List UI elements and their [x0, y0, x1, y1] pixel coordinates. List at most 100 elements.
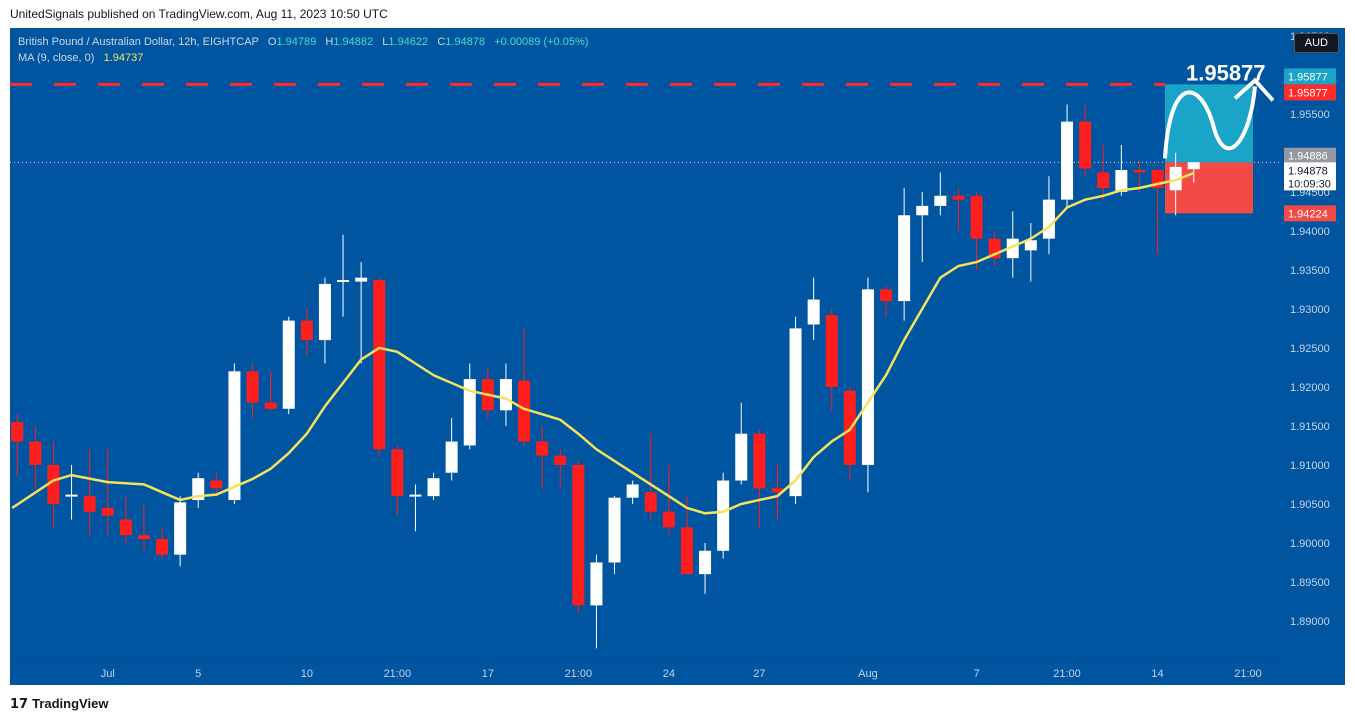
symbol-name: British Pound / Australian Dollar, 12h, … — [18, 36, 259, 48]
candle — [644, 433, 657, 520]
price-label-bg — [1284, 84, 1336, 101]
candle-body — [644, 492, 657, 512]
chart-legend: British Pound / Australian Dollar, 12h, … — [18, 34, 588, 66]
moving-average-line — [11, 171, 1195, 515]
candle-body — [192, 478, 205, 501]
candle — [1169, 152, 1182, 216]
candle — [880, 285, 893, 317]
candle — [83, 449, 96, 536]
candle — [952, 187, 965, 231]
candle — [590, 554, 603, 649]
x-tick-label: 17 — [482, 668, 494, 680]
candle — [409, 484, 422, 532]
candle-body — [228, 371, 241, 501]
candle — [1151, 168, 1164, 255]
y-tick-label: 1.89500 — [1290, 577, 1330, 589]
open-value: 1.94789 — [276, 36, 317, 48]
candle-body — [101, 507, 114, 516]
candle — [65, 464, 78, 520]
candle-body — [1187, 162, 1200, 170]
candle-body — [1115, 170, 1128, 192]
x-tick-label: 24 — [663, 668, 675, 680]
candle — [699, 542, 712, 594]
x-tick-label: 27 — [753, 668, 765, 680]
candle — [337, 234, 350, 317]
legend-row-ma: MA (9, close, 0) 1.94737 — [18, 50, 588, 66]
price-label-bg — [1284, 205, 1336, 222]
x-tick-label: 7 — [973, 668, 979, 680]
price-label-bg — [1284, 68, 1336, 85]
candle — [373, 277, 386, 458]
position-zones: 1.95877 — [10, 60, 1282, 214]
chart-panel[interactable]: 1.95877 1.965001.955001.950001.945001.94… — [10, 28, 1345, 685]
price-axis-layer: 1.965001.955001.950001.945001.940001.935… — [1282, 28, 1345, 685]
candle-body — [1061, 121, 1074, 200]
moving-average-layer — [11, 171, 1195, 515]
candle-body — [970, 195, 983, 239]
price-label-bg — [1284, 162, 1336, 191]
candle — [825, 308, 838, 411]
close-label: C — [437, 36, 446, 48]
candle-body — [355, 277, 368, 282]
candle-body — [916, 205, 929, 216]
candle — [445, 418, 458, 481]
arrow-head-icon — [1233, 77, 1275, 102]
price-label: 1.95877 — [1284, 68, 1336, 85]
candle — [1133, 160, 1146, 192]
price-label: 1.94886 — [1284, 147, 1336, 164]
candle — [264, 371, 277, 411]
candle-body — [1024, 240, 1037, 251]
candle — [934, 172, 947, 216]
candle-body — [1133, 170, 1146, 173]
currency-button[interactable]: AUD — [1293, 33, 1339, 53]
y-tick-label: 1.95500 — [1290, 109, 1330, 121]
candle — [1097, 145, 1110, 200]
candle — [753, 429, 766, 528]
x-tick-label: 14 — [1151, 668, 1163, 680]
candle — [1061, 104, 1074, 208]
candle-body — [337, 280, 350, 283]
candle — [463, 363, 476, 450]
candle — [156, 527, 169, 559]
x-tick-label: Aug — [858, 668, 878, 680]
tradingview-logo: 𝟭𝟳 TradingView — [10, 696, 108, 712]
candle-body — [572, 464, 585, 606]
candle-body — [1042, 199, 1055, 239]
candle — [608, 496, 621, 575]
candle-body — [373, 280, 386, 450]
candle — [47, 441, 60, 528]
candle-body — [445, 441, 458, 473]
candle — [916, 191, 929, 263]
candle — [499, 363, 512, 426]
candle-body — [1097, 172, 1110, 188]
candle-body — [83, 496, 96, 512]
y-tick-label: 1.93000 — [1290, 304, 1330, 316]
legend-row-symbol: British Pound / Australian Dollar, 12h, … — [18, 34, 588, 50]
candle-body — [11, 422, 24, 442]
price-chart[interactable]: 1.95877 1.965001.955001.950001.945001.94… — [10, 28, 1345, 685]
candle — [554, 449, 567, 489]
price-label: 1.94224 — [1284, 205, 1336, 222]
candle — [717, 472, 730, 559]
candle — [11, 414, 24, 477]
candle-body — [137, 535, 150, 540]
candle — [192, 472, 205, 508]
candle-body — [1079, 121, 1092, 169]
candle-body — [699, 550, 712, 575]
candle — [391, 445, 404, 516]
high-value: 1.94882 — [333, 36, 374, 48]
candle-body — [771, 488, 784, 493]
y-tick-label: 1.94000 — [1290, 226, 1330, 238]
candle — [735, 402, 748, 485]
target-price-text: 1.95877 — [1186, 60, 1266, 85]
candle — [1042, 176, 1055, 255]
candle-body — [300, 320, 313, 341]
candle — [174, 496, 187, 567]
tradingview-brand: TradingView — [32, 696, 109, 711]
candle-body — [789, 328, 802, 497]
candle-body — [952, 195, 965, 200]
candle — [246, 363, 259, 419]
candle-body — [536, 441, 549, 456]
candle-body — [717, 480, 730, 551]
candle — [210, 472, 223, 497]
